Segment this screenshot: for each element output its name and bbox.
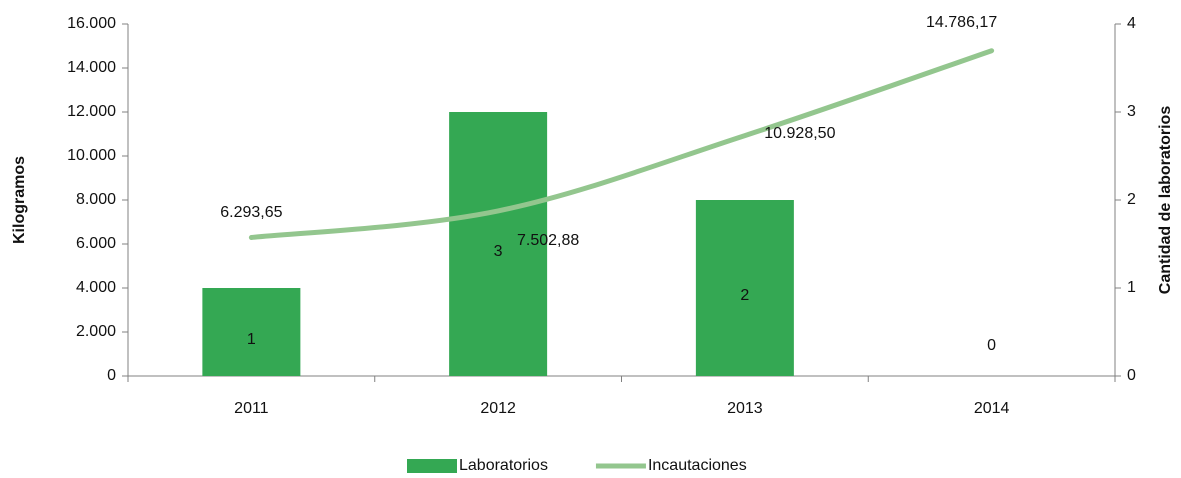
bar: [449, 112, 548, 376]
line-data-label: 14.786,17: [926, 14, 997, 31]
y2-tick-label: 2: [1127, 191, 1136, 208]
y2-axis-title: Cantidad de laboratorios: [1157, 106, 1174, 295]
y2-tick-label: 4: [1127, 15, 1136, 32]
bar-data-label: 0: [987, 337, 996, 354]
legend-swatch: [407, 459, 457, 473]
x-tick-label: 2012: [480, 400, 516, 417]
y-tick-label: 14.000: [67, 59, 116, 76]
x-tick-label: 2013: [727, 400, 763, 417]
y2-tick-label: 3: [1127, 103, 1136, 120]
x-tick-label: 2011: [234, 400, 269, 417]
bar-data-label: 3: [494, 243, 503, 260]
line-data-label: 10.928,50: [764, 125, 835, 142]
y-tick-label: 10.000: [67, 147, 116, 164]
y-axis-title: Kilogramos: [11, 156, 28, 244]
y2-tick-label: 0: [1127, 367, 1136, 384]
y-tick-label: 8.000: [76, 191, 116, 208]
y2-tick-label: 1: [1127, 279, 1136, 296]
legend-label: Incautaciones: [648, 457, 747, 474]
line: [248, 48, 995, 241]
line-data-label: 7.502,88: [517, 232, 579, 249]
y-tick-label: 4.000: [76, 279, 116, 296]
bar-data-label: 1: [247, 331, 256, 348]
bar-data-label: 2: [740, 287, 749, 304]
legend-label: Laboratorios: [459, 457, 548, 474]
line-data-label: 6.293,65: [220, 204, 282, 221]
y-tick-label: 16.000: [67, 15, 116, 32]
y-tick-label: 2.000: [76, 323, 116, 340]
y-tick-label: 12.000: [67, 103, 116, 120]
y-tick-label: 0: [107, 367, 116, 384]
bar: [202, 288, 301, 376]
bar: [695, 200, 794, 376]
y-tick-label: 6.000: [76, 235, 116, 252]
x-tick-label: 2014: [974, 400, 1010, 417]
